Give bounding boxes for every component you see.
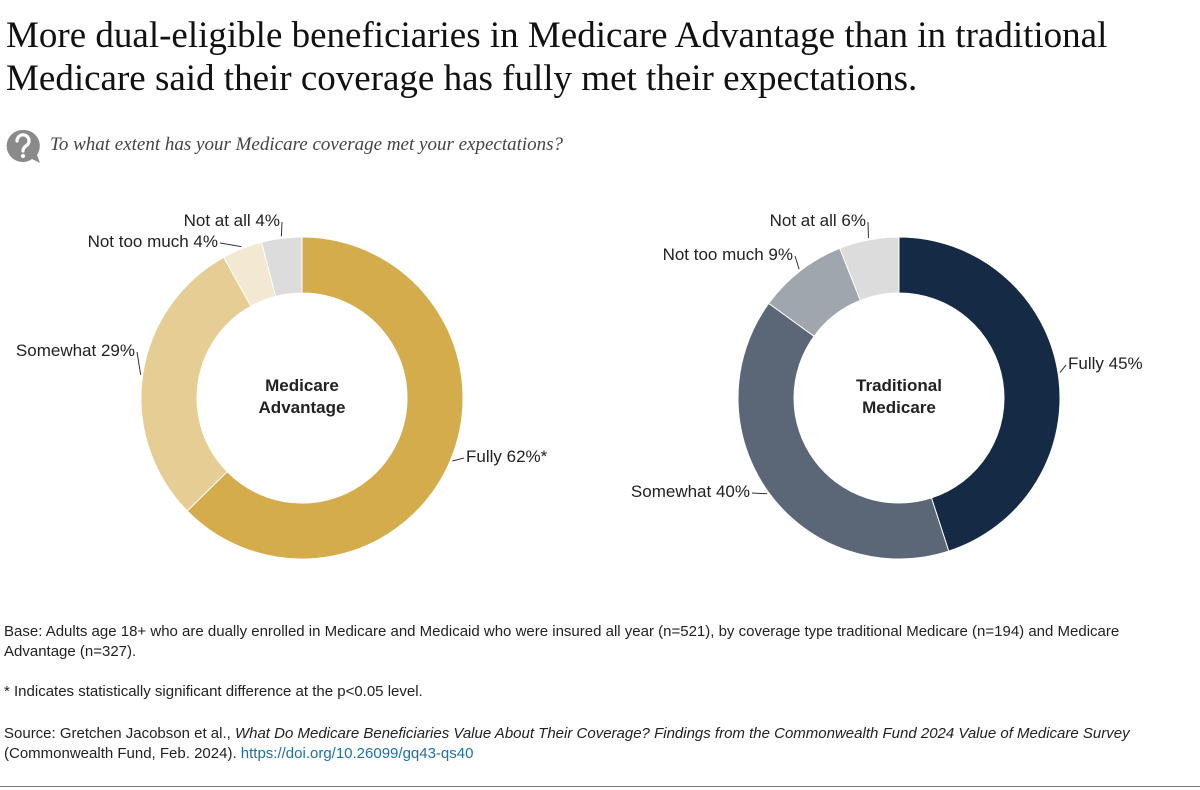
leader-line (280, 221, 283, 237)
category-label: Fully (466, 447, 502, 466)
slice-label: Not too much 9% (663, 245, 793, 264)
category-label: Not at all (770, 211, 837, 230)
leader-line (136, 351, 142, 375)
value-label: 40% (716, 482, 750, 501)
donut-slice (737, 302, 950, 560)
leader-line (751, 492, 768, 495)
slice-label: Not at all 4% (184, 211, 280, 230)
value-label: 62%* (507, 447, 548, 466)
charts: Fully 62%*Somewhat 29%Not too much 4%Not… (16, 211, 1143, 560)
significance-note: * Indicates statistically significant di… (4, 683, 423, 700)
donut-slice (140, 256, 252, 512)
slice-label: Somewhat 40% (631, 482, 750, 501)
slice-label: Somewhat 29% (16, 341, 135, 360)
leader-line (794, 255, 800, 270)
donut-slice (260, 236, 303, 297)
slice-label: Fully 45% (1068, 354, 1143, 373)
donut-slice (839, 236, 900, 302)
source-suffix: (Commonwealth Fund, Feb. 2024). (4, 745, 241, 762)
bottom-rule (0, 786, 1200, 787)
leader-line (219, 242, 242, 248)
category-label: Fully (1068, 354, 1104, 373)
source-prefix: Source: Gretchen Jacobson et al., (4, 725, 235, 742)
category-label: Somewhat (16, 341, 97, 360)
source-title: What Do Medicare Beneficiaries Value Abo… (234, 725, 1130, 742)
slice-label: Not at all 6% (770, 211, 866, 230)
source-note: Source: Gretchen Jacobson et al., What D… (4, 724, 1184, 764)
category-label: Not at all (184, 211, 251, 230)
value-label: 6% (841, 211, 866, 230)
value-label: 45% (1109, 354, 1143, 373)
value-label: 4% (255, 211, 280, 230)
category-label: Not too much (663, 245, 764, 264)
leader-line (452, 457, 465, 462)
value-label: 9% (768, 245, 793, 264)
title: More dual-eligible beneficiaries in Medi… (6, 15, 1108, 99)
category-label: Not too much (88, 232, 189, 251)
slice-label: Fully 62%* (466, 447, 548, 466)
center-label: Traditional Medicare (856, 376, 942, 417)
center-label: Medicare Advantage (259, 376, 346, 417)
value-label: 29% (101, 341, 135, 360)
question-icon (6, 129, 40, 163)
donut-slice (898, 236, 1061, 552)
value-label: 4% (193, 232, 218, 251)
slice-label: Not too much 4% (88, 232, 218, 251)
source-link[interactable]: https://doi.org/10.26099/gq43-qs40 (240, 745, 474, 762)
base-note: Base: Adults age 18+ who are dually enro… (4, 623, 1120, 660)
category-label: Somewhat (631, 482, 712, 501)
question: To what extent has your Medicare coverag… (50, 134, 564, 155)
donut-slice (186, 236, 464, 560)
leader-line (1059, 364, 1067, 373)
